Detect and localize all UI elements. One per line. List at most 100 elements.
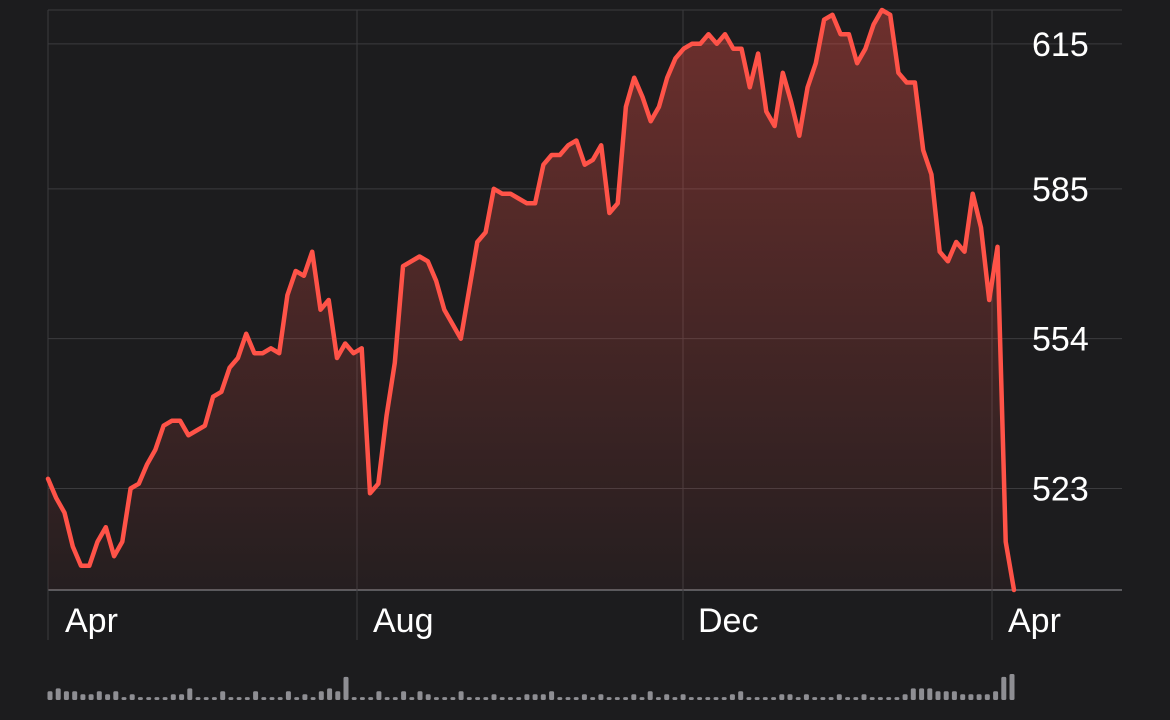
volume-bar (557, 697, 563, 700)
volume-bar (614, 697, 620, 700)
volume-bar (762, 697, 768, 700)
volume-bar (236, 697, 242, 700)
volume-bar (869, 697, 875, 700)
volume-bar (450, 697, 456, 700)
volume-bar (935, 691, 941, 700)
volume-bar (368, 697, 374, 700)
volume-bars (47, 674, 1015, 700)
volume-bar (549, 691, 555, 700)
volume-bar (466, 697, 472, 700)
volume-bar (713, 697, 719, 700)
volume-bar (779, 694, 785, 700)
volume-bar (417, 691, 423, 700)
x-tick-label: Dec (698, 602, 758, 640)
volume-bar (63, 691, 69, 700)
volume-bar (425, 694, 431, 700)
volume-bar (253, 691, 259, 700)
volume-bar (162, 697, 168, 700)
volume-bar (475, 697, 481, 700)
volume-bar (343, 676, 349, 700)
volume-bar (968, 694, 974, 700)
volume-bar (96, 691, 102, 700)
volume-bar (507, 697, 513, 700)
price-series-line (45, 7, 1017, 593)
volume-bar (688, 697, 694, 700)
volume-bar (203, 697, 209, 700)
volume-bar (113, 691, 119, 700)
volume-bar (927, 688, 933, 700)
volume-bar (951, 691, 957, 700)
volume-bar (803, 694, 809, 700)
volume-bar (721, 697, 727, 700)
volume-bar (228, 697, 234, 700)
volume-bar (606, 697, 612, 700)
volume-bar (976, 694, 982, 700)
volume-bar (1001, 676, 1007, 700)
volume-bar (993, 691, 999, 700)
volume-bar (211, 697, 217, 700)
volume-bar (672, 697, 678, 700)
volume-bar (631, 694, 637, 700)
volume-bar (565, 697, 571, 700)
volume-bar (121, 697, 127, 700)
volume-bar (433, 697, 439, 700)
volume-bar (540, 694, 546, 700)
volume-bar (647, 691, 653, 700)
volume-bar (836, 694, 842, 700)
volume-bar (220, 691, 226, 700)
volume-bar (170, 694, 176, 700)
volume-bar (573, 697, 579, 700)
volume-bar (886, 697, 892, 700)
y-tick-label: 615 (1032, 26, 1089, 64)
volume-bar (861, 694, 867, 700)
volume-bar (877, 697, 883, 700)
volume-bar (746, 697, 752, 700)
volume-bar (812, 697, 818, 700)
volume-bar (327, 688, 333, 700)
volume-bar (795, 697, 801, 700)
y-tick-label: 523 (1032, 471, 1089, 509)
x-axis-labels: Apr Aug Dec Apr (65, 602, 1061, 640)
volume-bar (820, 697, 826, 700)
volume-bar (524, 694, 530, 700)
volume-bar (943, 691, 949, 700)
volume-bar (697, 697, 703, 700)
volume-bar (310, 697, 316, 700)
volume-bar (894, 697, 900, 700)
volume-bar (195, 697, 201, 700)
volume-bar (787, 694, 793, 700)
x-tick-label: Apr (65, 602, 118, 640)
volume-bar (581, 694, 587, 700)
volume-bar (105, 694, 111, 700)
volume-bar (401, 691, 407, 700)
volume-bar (80, 694, 86, 700)
volume-bar (499, 697, 505, 700)
volume-bar (146, 697, 152, 700)
volume-bar (705, 697, 711, 700)
volume-bar (1009, 674, 1015, 700)
volume-bar (376, 691, 382, 700)
volume-bar (853, 697, 859, 700)
volume-bar (664, 694, 670, 700)
volume-bar (351, 697, 357, 700)
price-area-fill (48, 10, 1014, 590)
volume-bar (902, 694, 908, 700)
volume-bar (187, 688, 193, 700)
volume-bar (828, 697, 834, 700)
volume-bar (294, 697, 300, 700)
volume-bar (729, 694, 735, 700)
volume-bar (655, 697, 661, 700)
volume-bar (359, 697, 365, 700)
volume-bar (483, 697, 489, 700)
y-axis-labels: 615 585 554 523 (1032, 26, 1089, 509)
volume-bar (384, 697, 390, 700)
volume-bar (318, 691, 324, 700)
volume-bar (244, 697, 250, 700)
volume-bar (984, 694, 990, 700)
volume-bar (47, 691, 53, 700)
volume-bar (960, 694, 966, 700)
volume-bar (516, 697, 522, 700)
volume-bar (261, 697, 267, 700)
volume-bar (88, 694, 94, 700)
